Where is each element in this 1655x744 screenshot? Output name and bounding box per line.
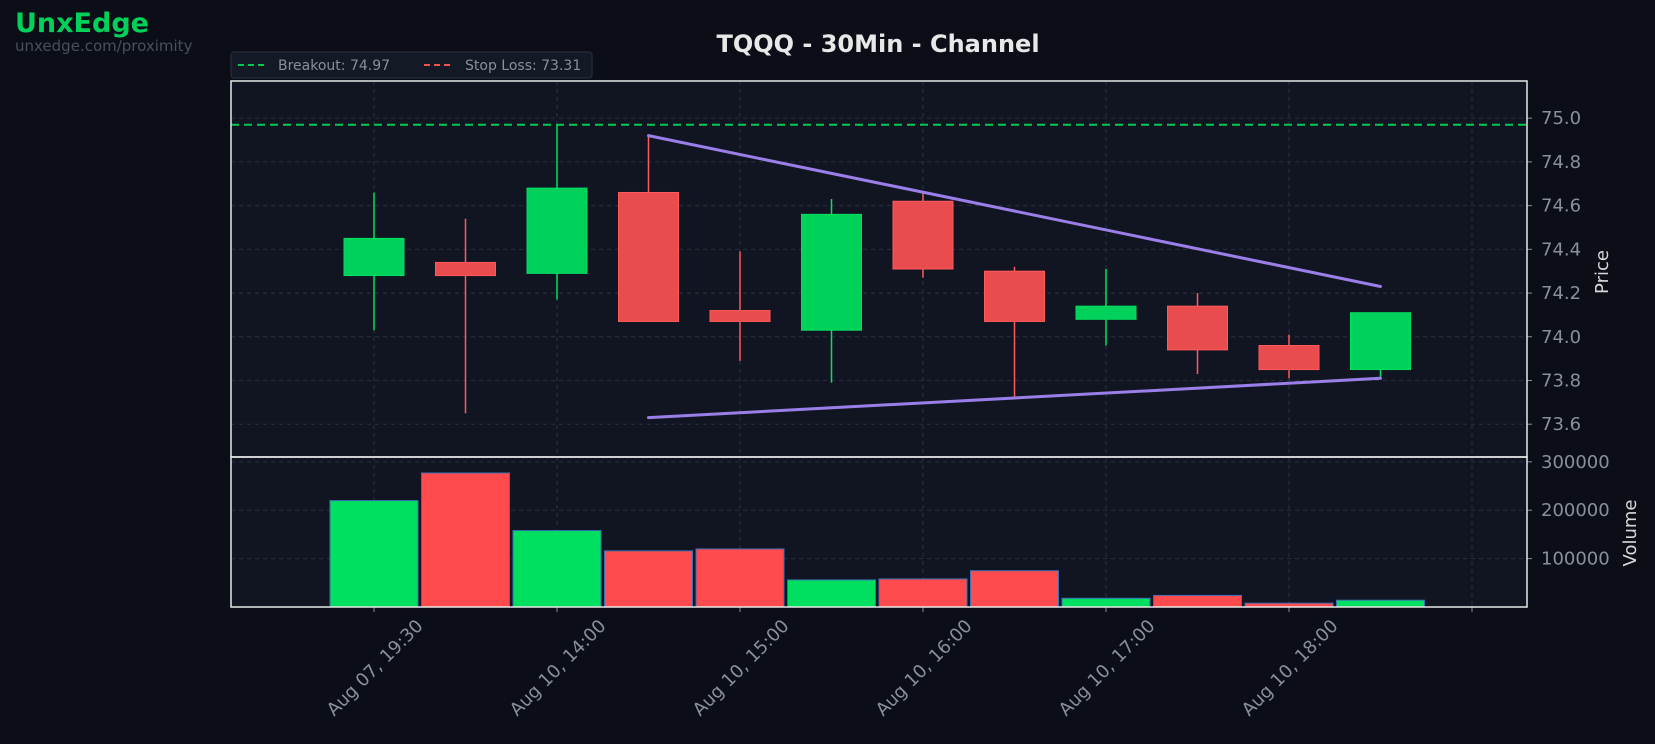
price-tick-label: 74.2: [1541, 283, 1581, 304]
chart-title: TQQQ - 30Min - Channel: [716, 30, 1040, 58]
price-tick-label: 74.6: [1541, 196, 1581, 217]
time-tick-label: Aug 10, 16:00: [872, 616, 977, 721]
price-tick-label: 74.0: [1541, 327, 1581, 348]
time-tick-label: Aug 10, 15:00: [689, 616, 794, 721]
price-tick-label: 74.4: [1541, 239, 1581, 260]
volume-bar: [970, 570, 1059, 608]
legend-breakout-label: Breakout: 74.97: [278, 58, 390, 74]
channel-lower-line: [647, 376, 1382, 420]
price-axis-label: Price: [1592, 250, 1613, 294]
candle-body: [618, 191, 679, 322]
volume-bar: [421, 472, 510, 608]
candle-body: [1258, 345, 1320, 371]
candle-body: [435, 261, 496, 277]
volume-bar: [604, 550, 693, 608]
candle-body: [1350, 312, 1411, 371]
volume-bar: [1153, 594, 1242, 608]
volume-tick-label: 100000: [1541, 549, 1610, 570]
price-tick-label: 73.6: [1541, 414, 1581, 435]
candle-body: [801, 213, 862, 331]
volume-bar: [329, 500, 419, 608]
volume-bar: [787, 579, 876, 608]
volume-bar: [1336, 599, 1425, 608]
legend-stop-loss-label: Stop Loss: 73.31: [465, 58, 581, 74]
time-tick-label: Aug 10, 18:00: [1238, 616, 1343, 721]
brand-url: unxedge.com/proximity: [15, 37, 193, 55]
candle-body: [709, 310, 771, 322]
price-tick-label: 75.0: [1541, 108, 1581, 129]
volume-panel-frame: [230, 456, 1528, 608]
candle-body: [1167, 305, 1228, 351]
legend: Breakout: 74.97 Stop Loss: 73.31: [230, 51, 593, 79]
volume-bar: [512, 530, 602, 608]
time-tick-label: Aug 10, 14:00: [506, 616, 611, 721]
candle-body: [526, 187, 588, 274]
time-tick-label: Aug 10, 17:00: [1055, 616, 1160, 721]
volume-bar: [878, 578, 968, 608]
candle-body: [343, 237, 405, 277]
volume-tick-label: 300000: [1541, 452, 1610, 473]
brand-logo: UnxEdge unxedge.com/proximity: [15, 10, 192, 54]
volume-bar: [1061, 597, 1151, 608]
volume-tick-label: 200000: [1541, 500, 1610, 521]
channel-upper-line: [647, 134, 1382, 288]
brand-name: UnxEdge: [15, 8, 149, 39]
price-panel: [231, 81, 1527, 457]
candle-body: [1075, 305, 1137, 320]
candle-body: [984, 270, 1045, 322]
volume-axis-label: Volume: [1620, 500, 1641, 567]
volume-bar: [695, 548, 785, 608]
legend-box: [230, 51, 593, 79]
candle-body: [892, 200, 954, 270]
time-tick-label: Aug 07, 19:30: [323, 616, 428, 721]
price-tick-label: 74.8: [1541, 152, 1581, 173]
price-tick-label: 73.8: [1541, 370, 1581, 391]
